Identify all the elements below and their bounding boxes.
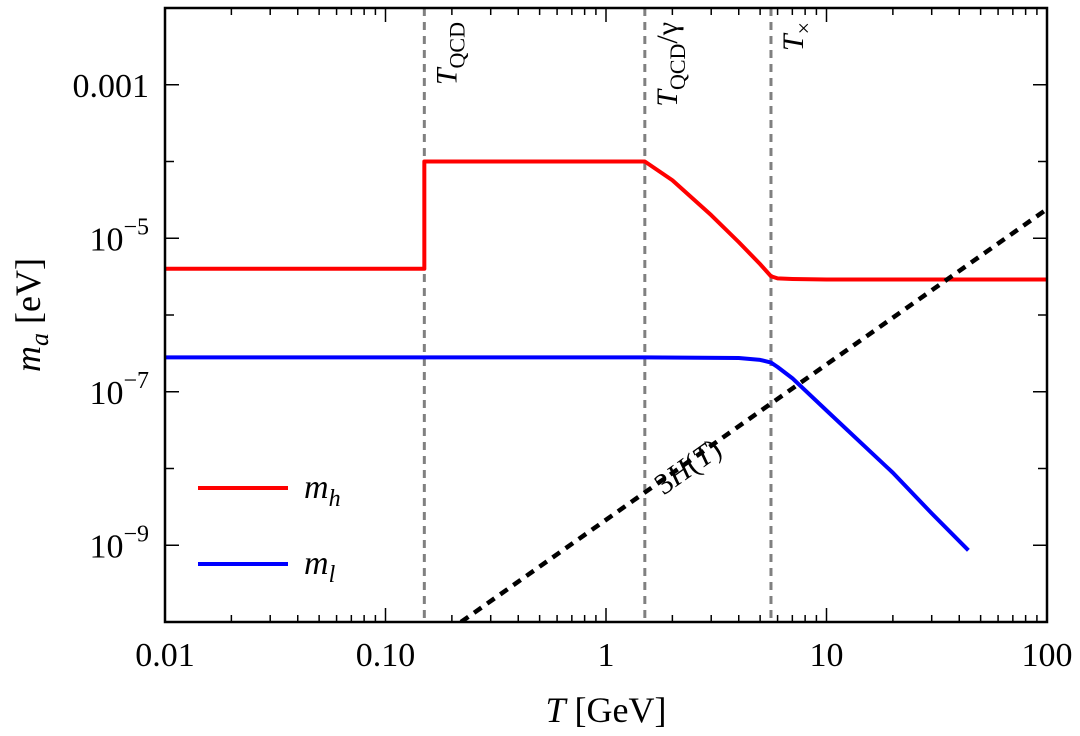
legend-label-0: mh (304, 469, 341, 512)
x-tick-label: 0.10 (356, 637, 416, 674)
series-3h-label: 3H(T) (649, 432, 728, 501)
reference-lines (422, 8, 773, 622)
y-axis-title: ma [eV] (8, 258, 54, 372)
vline-label-2: T× (777, 22, 816, 51)
x-tick-label: 1 (598, 637, 615, 674)
y-tick-label: 0.001 (73, 68, 150, 105)
y-tick-label: 10−7 (89, 368, 149, 412)
plot-frame (163, 6, 1049, 624)
legend: mh ml (198, 469, 341, 588)
series-ml-line (165, 355, 970, 552)
vline-label-1: TQCD/γ (651, 22, 690, 107)
x-axis-title: T [GeV] (546, 690, 667, 730)
axis-ticks (164, 8, 1047, 623)
x-tick-label: 100 (1022, 637, 1073, 674)
y-tick-label: 10−9 (89, 521, 149, 565)
series-mh-line (165, 159, 1047, 282)
legend-label-1: ml (304, 545, 336, 588)
series-3ht-line (459, 207, 1047, 622)
vline-label-0: TQCD (430, 22, 469, 85)
series-lines (165, 159, 1047, 622)
annotations: TQCD TQCD/γ T× 3H(T) (430, 22, 816, 501)
x-tick-label: 10 (810, 637, 844, 674)
x-tick-label: 0.01 (135, 637, 195, 674)
y-tick-label: 10−5 (89, 214, 149, 258)
tick-labels: 0.01 0.10 1 10 100 0.001 10−5 10−7 10−9 (73, 68, 1073, 674)
